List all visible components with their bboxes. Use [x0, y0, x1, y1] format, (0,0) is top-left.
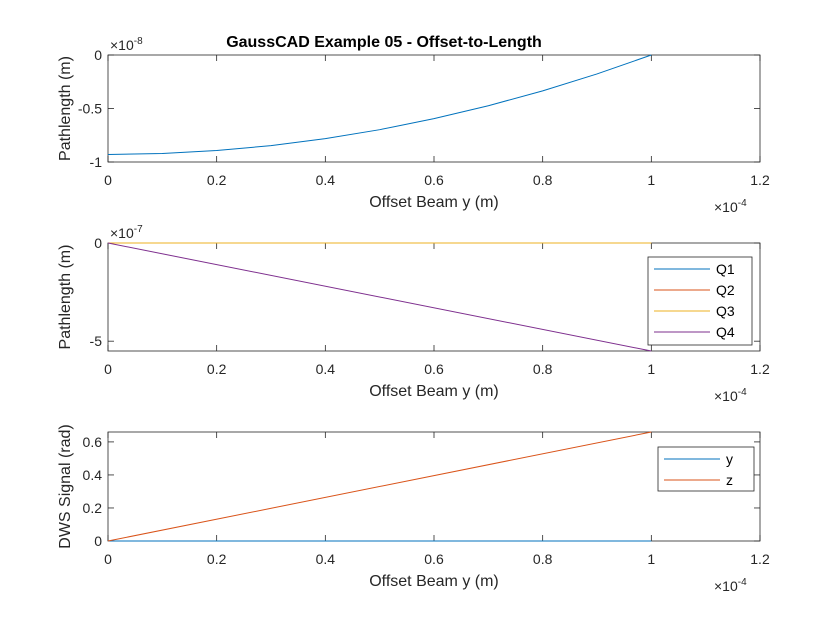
- legend: yz: [657, 446, 755, 492]
- x-exponent-label: ×10-4: [714, 198, 747, 215]
- y-tick-label: 0.2: [83, 500, 103, 516]
- x-tick-label: 0.8: [533, 361, 553, 377]
- y-tick-label: 0: [94, 235, 102, 251]
- y-tick-label: -5: [90, 333, 103, 349]
- x-tick-label: 0: [104, 172, 112, 188]
- x-tick-label: 1.2: [750, 172, 770, 188]
- x-exponent: -4: [738, 387, 747, 398]
- y-tick-label: -0.5: [78, 101, 102, 117]
- legend-label: Q1: [716, 261, 735, 277]
- x-tick-label: 1.2: [750, 551, 770, 567]
- y-tick-label: 0: [94, 47, 102, 63]
- x-tick-label: 0.8: [533, 551, 553, 567]
- x-tick-label: 0.2: [207, 361, 227, 377]
- x-tick-label: 1: [647, 551, 655, 567]
- x-tick-label: 0.4: [316, 551, 336, 567]
- legend-box: [657, 446, 755, 492]
- x-exponent-label: ×10-4: [714, 387, 747, 404]
- legend-label: Q2: [716, 282, 735, 298]
- y-exponent-label: ×10-8: [110, 36, 143, 53]
- legend-box: [647, 256, 753, 346]
- x-tick-label: 0.6: [424, 172, 444, 188]
- x-tick-label: 1.2: [750, 361, 770, 377]
- x-tick-label: 0.4: [316, 361, 336, 377]
- x-tick-label: 1: [647, 361, 655, 377]
- x-tick-label: 0.8: [533, 172, 553, 188]
- x-tick-label: 0.4: [316, 172, 336, 188]
- legend: Q1 Q2 Q3 Q4: [647, 256, 753, 346]
- legend-label: Q4: [716, 324, 735, 340]
- axes-frame: [107, 431, 761, 542]
- legend-label: Q3: [716, 303, 735, 319]
- legend-label: z: [726, 472, 733, 488]
- axes-pathlength-top: 0 0.2 0.4 0.6 0.8 1 1.2 0 -0.5 -1 ×10-8 ×10-4 Offset…: [57, 34, 770, 215]
- x-tick-label: 0.2: [207, 551, 227, 567]
- x-axis-label: Offset Beam y (m): [369, 383, 499, 400]
- y-exponent-label: ×10-7: [110, 224, 143, 241]
- y-axis-label: Pathlength (m): [57, 56, 74, 161]
- series-line-0: [107, 54, 652, 156]
- legend-label: y: [726, 451, 733, 467]
- axes-dws-signal: 0 0.2 0.4 0.6 0.8 1 1.2 0 0.2 0.4 0.6 ×10-4 Offset B…: [57, 424, 770, 594]
- y-exponent: -7: [134, 224, 143, 235]
- y-tick-label: 0.4: [83, 467, 103, 483]
- axes-frame: [107, 54, 761, 163]
- x-axis-label: Offset Beam y (m): [369, 573, 499, 590]
- y-exponent: -8: [134, 36, 143, 47]
- y-tick-label: -1: [90, 154, 103, 170]
- chart-title: GaussCAD Example 05 - Offset-to-Length: [226, 34, 542, 51]
- y-axis-label: Pathlength (m): [57, 245, 74, 350]
- x-tick-label: 1: [647, 172, 655, 188]
- series-line-z: [107, 431, 652, 542]
- y-axis-label: DWS Signal (rad): [57, 424, 74, 548]
- x-tick-label: 0: [104, 551, 112, 567]
- x-exponent: -4: [738, 577, 747, 588]
- y-tick-label: 0.6: [83, 434, 103, 450]
- x-tick-label: 0.2: [207, 172, 227, 188]
- x-exponent: -4: [738, 198, 747, 209]
- x-tick-label: 0.6: [424, 361, 444, 377]
- x-exponent-label: ×10-4: [714, 577, 747, 594]
- x-tick-label: 0.6: [424, 551, 444, 567]
- x-tick-label: 0: [104, 361, 112, 377]
- y-tick-label: 0: [94, 533, 102, 549]
- x-axis-label: Offset Beam y (m): [369, 194, 499, 211]
- series-line-q4: [107, 242, 652, 352]
